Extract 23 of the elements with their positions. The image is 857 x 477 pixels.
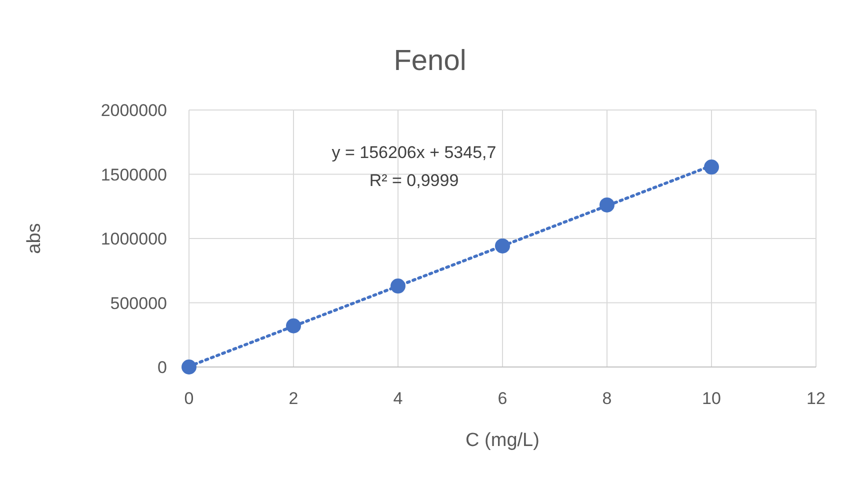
x-tick-label: 2: [288, 389, 298, 408]
point: [286, 318, 301, 334]
chart-title: Fenol: [394, 45, 466, 77]
point: [495, 238, 510, 254]
y-tick-label: 1000000: [100, 230, 167, 248]
x-tick-label: 8: [602, 389, 612, 408]
x-tick-label: 4: [393, 389, 403, 408]
y-tick-label: 500000: [110, 294, 167, 313]
point: [600, 197, 614, 212]
x-tick-label: 0: [184, 389, 194, 408]
x-tick-label: 10: [702, 389, 721, 408]
x-tick-label: 12: [806, 389, 826, 408]
point: [390, 278, 406, 294]
y-axis-title: abs: [24, 223, 45, 254]
y-tick-label: 2000000: [100, 101, 167, 120]
x-axis-title: C (mg/L): [466, 430, 540, 451]
x-tick-label: 6: [498, 389, 508, 408]
point: [704, 160, 719, 175]
annotation: y = 156206x + 5345,7: [332, 143, 496, 162]
y-tick-label: 1500000: [100, 165, 167, 184]
annotation: R² = 0,9999: [369, 171, 459, 190]
point: [182, 360, 196, 374]
y-tick-label: 0: [158, 358, 167, 377]
